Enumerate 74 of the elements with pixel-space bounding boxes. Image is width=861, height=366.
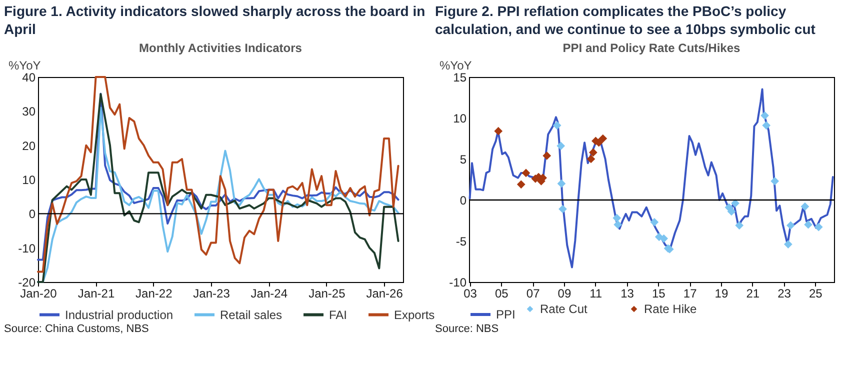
x-tick-label: Jan-22 bbox=[136, 286, 173, 300]
point bbox=[598, 134, 608, 143]
x-tick-label: Jan-23 bbox=[193, 286, 230, 300]
point bbox=[760, 111, 769, 120]
point bbox=[522, 168, 530, 178]
y-tick-label: 0 bbox=[460, 194, 467, 208]
x-tick-label: 15 bbox=[652, 286, 666, 300]
point bbox=[558, 204, 567, 214]
x-tick-label: 07 bbox=[526, 286, 540, 300]
point bbox=[660, 234, 668, 243]
y-tick-label: 10 bbox=[22, 173, 36, 187]
x-tick-label: 17 bbox=[683, 286, 698, 300]
point bbox=[762, 121, 771, 130]
chart-title: Figure 1. Activity indicators slowed sharply across the board in April bbox=[4, 2, 426, 39]
x-tick-label: 21 bbox=[746, 286, 760, 300]
point bbox=[552, 121, 562, 130]
legend-label: Rate Hike bbox=[644, 302, 698, 316]
x-tick-label: 13 bbox=[620, 286, 634, 300]
point bbox=[735, 221, 744, 230]
x-tick-label: 03 bbox=[464, 286, 478, 300]
legend-label: Rate Cut bbox=[540, 302, 588, 316]
y-axis-title: %YoY bbox=[440, 58, 472, 72]
y-tick-label: 0 bbox=[28, 207, 36, 222]
point bbox=[770, 176, 779, 186]
point bbox=[731, 199, 740, 208]
point bbox=[814, 222, 823, 232]
point bbox=[786, 221, 795, 230]
source-note: Source: NBS bbox=[435, 323, 500, 335]
point bbox=[614, 220, 622, 229]
point bbox=[804, 220, 812, 229]
point bbox=[650, 218, 659, 226]
y-tick-label: -5 bbox=[456, 234, 467, 248]
x-tick-label: Jan-20 bbox=[20, 286, 58, 300]
point bbox=[556, 142, 566, 150]
point bbox=[557, 179, 566, 188]
chart-subtitle: Monthly Activities Indicators bbox=[139, 41, 302, 55]
x-tick-label: Jan-26 bbox=[366, 286, 404, 300]
y-tick-label: 30 bbox=[22, 104, 36, 119]
x-tick-label: 11 bbox=[590, 286, 602, 300]
point bbox=[784, 240, 792, 248]
chart-title: Figure 2. PPI reflation complicates the PBoC’s policy calculation, and we continue to see a 10bps symbolic cut bbox=[435, 2, 816, 39]
x-tick-label: Jan-24 bbox=[250, 286, 288, 300]
point bbox=[612, 214, 622, 222]
y-tick-label: 15 bbox=[453, 70, 467, 84]
legend-label: FAI bbox=[329, 308, 348, 322]
point bbox=[542, 152, 552, 160]
line-series bbox=[468, 88, 834, 268]
point bbox=[588, 148, 598, 157]
x-tick-label: 19 bbox=[714, 286, 728, 300]
y-tick-label: 40 bbox=[22, 70, 36, 84]
point bbox=[586, 154, 596, 164]
y-tick-label: -10 bbox=[18, 241, 36, 256]
point bbox=[516, 180, 526, 189]
y-tick-label: 10 bbox=[453, 112, 467, 126]
x-tick-label: Jan-21 bbox=[78, 286, 115, 300]
source-note: Source: China Customs, NBS bbox=[4, 323, 150, 335]
legend-label: Retail sales bbox=[220, 308, 282, 322]
y-tick-label: 20 bbox=[22, 138, 36, 153]
legend-label: PPI bbox=[496, 308, 516, 322]
x-tick-label: 05 bbox=[495, 286, 509, 300]
legend-label: Exports bbox=[394, 308, 435, 322]
y-axis-title: %YoY bbox=[8, 58, 41, 72]
point bbox=[800, 202, 810, 211]
x-tick-label: Jan-25 bbox=[308, 286, 346, 300]
x-tick-label: 25 bbox=[808, 286, 823, 300]
y-tick-label: 5 bbox=[460, 152, 467, 166]
point bbox=[494, 126, 503, 136]
legend-label: Industrial production bbox=[65, 308, 174, 322]
x-tick-label: 09 bbox=[558, 286, 572, 300]
y-tick-label: -10 bbox=[449, 276, 467, 290]
x-tick-label: 23 bbox=[778, 286, 792, 300]
point bbox=[727, 207, 736, 216]
chart-subtitle: PPI and Policy Rate Cuts/Hikes bbox=[562, 41, 741, 55]
y-tick-label: -20 bbox=[18, 276, 36, 290]
